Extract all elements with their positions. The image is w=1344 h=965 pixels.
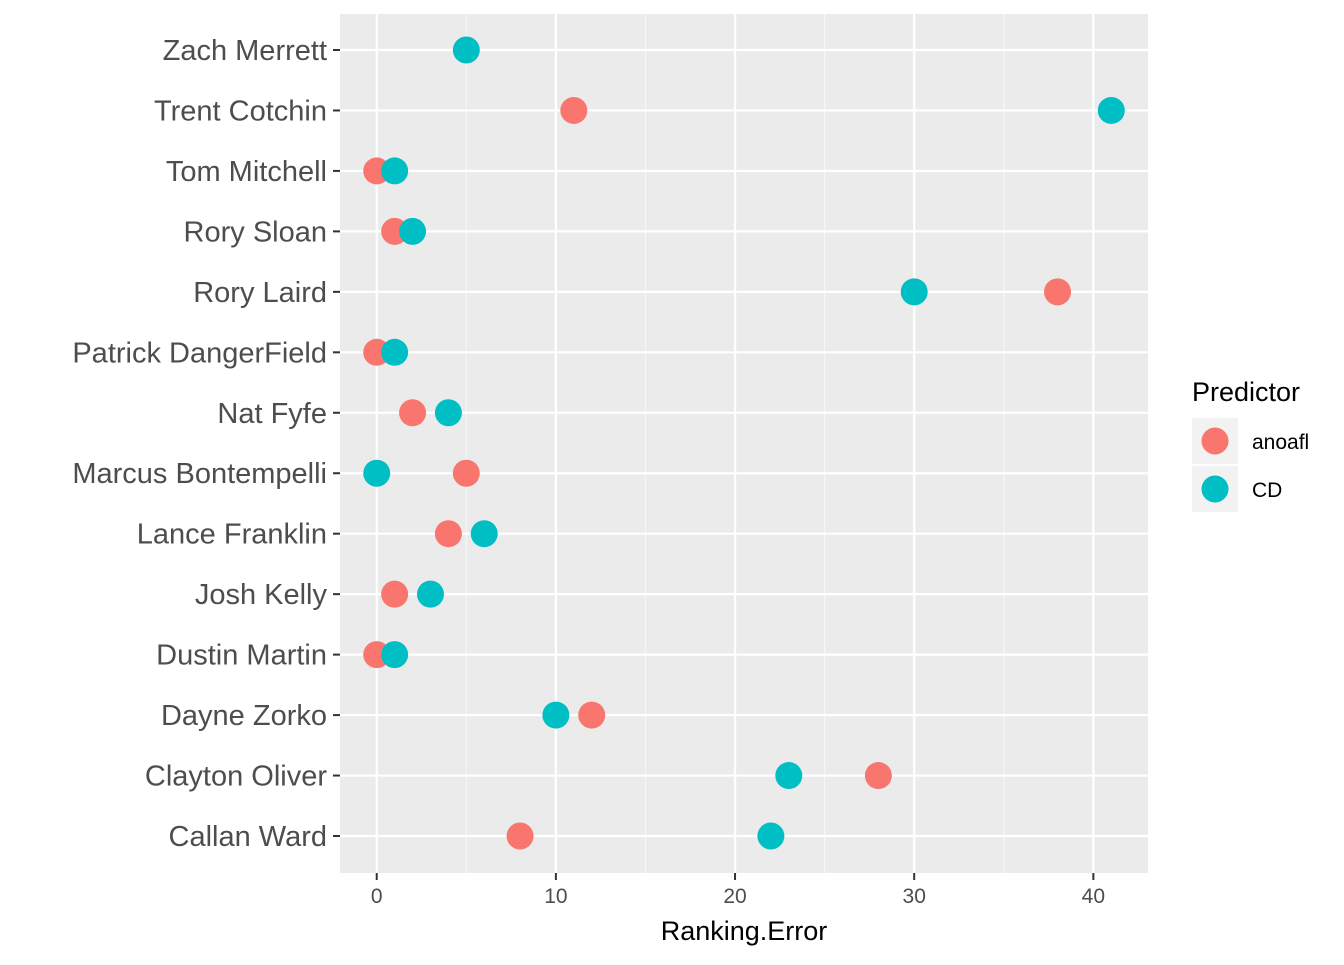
y-tick-label: Zach Merrett [163, 35, 327, 67]
x-axis: 0 10 20 30 40 [371, 873, 1105, 908]
x-tick-label: 40 [1082, 885, 1105, 908]
legend-key-point [1201, 475, 1229, 503]
y-tick-label: Nat Fyfe [217, 398, 327, 430]
point-cd [452, 36, 480, 64]
legend-key-point [1201, 427, 1229, 455]
y-tick-label: Lance Franklin [137, 519, 327, 551]
point-cd [381, 338, 409, 366]
y-tick-label: Josh Kelly [195, 579, 328, 611]
x-axis-title: Ranking.Error [661, 916, 828, 946]
x-tick-label: 20 [723, 885, 746, 908]
point-anoafl [434, 520, 462, 548]
data-points [363, 36, 1125, 850]
point-cd [363, 459, 391, 487]
point-cd [470, 520, 498, 548]
y-tick-label: Callan Ward [169, 821, 327, 853]
point-cd [757, 822, 785, 850]
x-tick-label: 10 [544, 885, 567, 908]
legend-label: anoafl [1252, 431, 1309, 454]
point-cd [434, 399, 462, 427]
point-cd [399, 217, 427, 245]
x-tick-label: 0 [371, 885, 383, 908]
y-tick-label: Clayton Oliver [145, 761, 327, 793]
point-anoafl [578, 701, 606, 729]
point-anoafl [1044, 278, 1072, 306]
point-cd [900, 278, 928, 306]
plot-panel [340, 14, 1148, 873]
major-gridlines [340, 14, 1148, 873]
point-anoafl [560, 96, 588, 124]
point-cd [1097, 96, 1125, 124]
y-tick-label: Rory Sloan [184, 216, 327, 248]
y-tick-label: Dustin Martin [156, 640, 327, 672]
y-tick-label: Marcus Bontempelli [72, 458, 327, 490]
y-tick-label: Tom Mitchell [166, 156, 327, 188]
x-tick-label: 30 [903, 885, 926, 908]
point-anoafl [452, 459, 480, 487]
legend: Predictor anoafl CD [1192, 377, 1309, 512]
y-tick-label: Patrick DangerField [72, 337, 327, 369]
point-cd [381, 157, 409, 185]
point-cd [381, 641, 409, 669]
point-anoafl [506, 822, 534, 850]
point-cd [542, 701, 570, 729]
point-anoafl [399, 399, 427, 427]
legend-label: CD [1252, 479, 1282, 502]
minor-gridlines [465, 14, 1005, 873]
legend-title: Predictor [1192, 377, 1300, 407]
point-cd [775, 762, 803, 790]
y-tick-label: Rory Laird [193, 277, 327, 309]
y-axis: Callan Ward Clayton Oliver Dayne Zorko Dust… [72, 35, 340, 853]
y-tick-label: Dayne Zorko [161, 700, 327, 732]
y-tick-label: Trent Cotchin [154, 95, 327, 127]
point-cd [416, 580, 444, 608]
point-anoafl [381, 580, 409, 608]
point-anoafl [864, 762, 892, 790]
